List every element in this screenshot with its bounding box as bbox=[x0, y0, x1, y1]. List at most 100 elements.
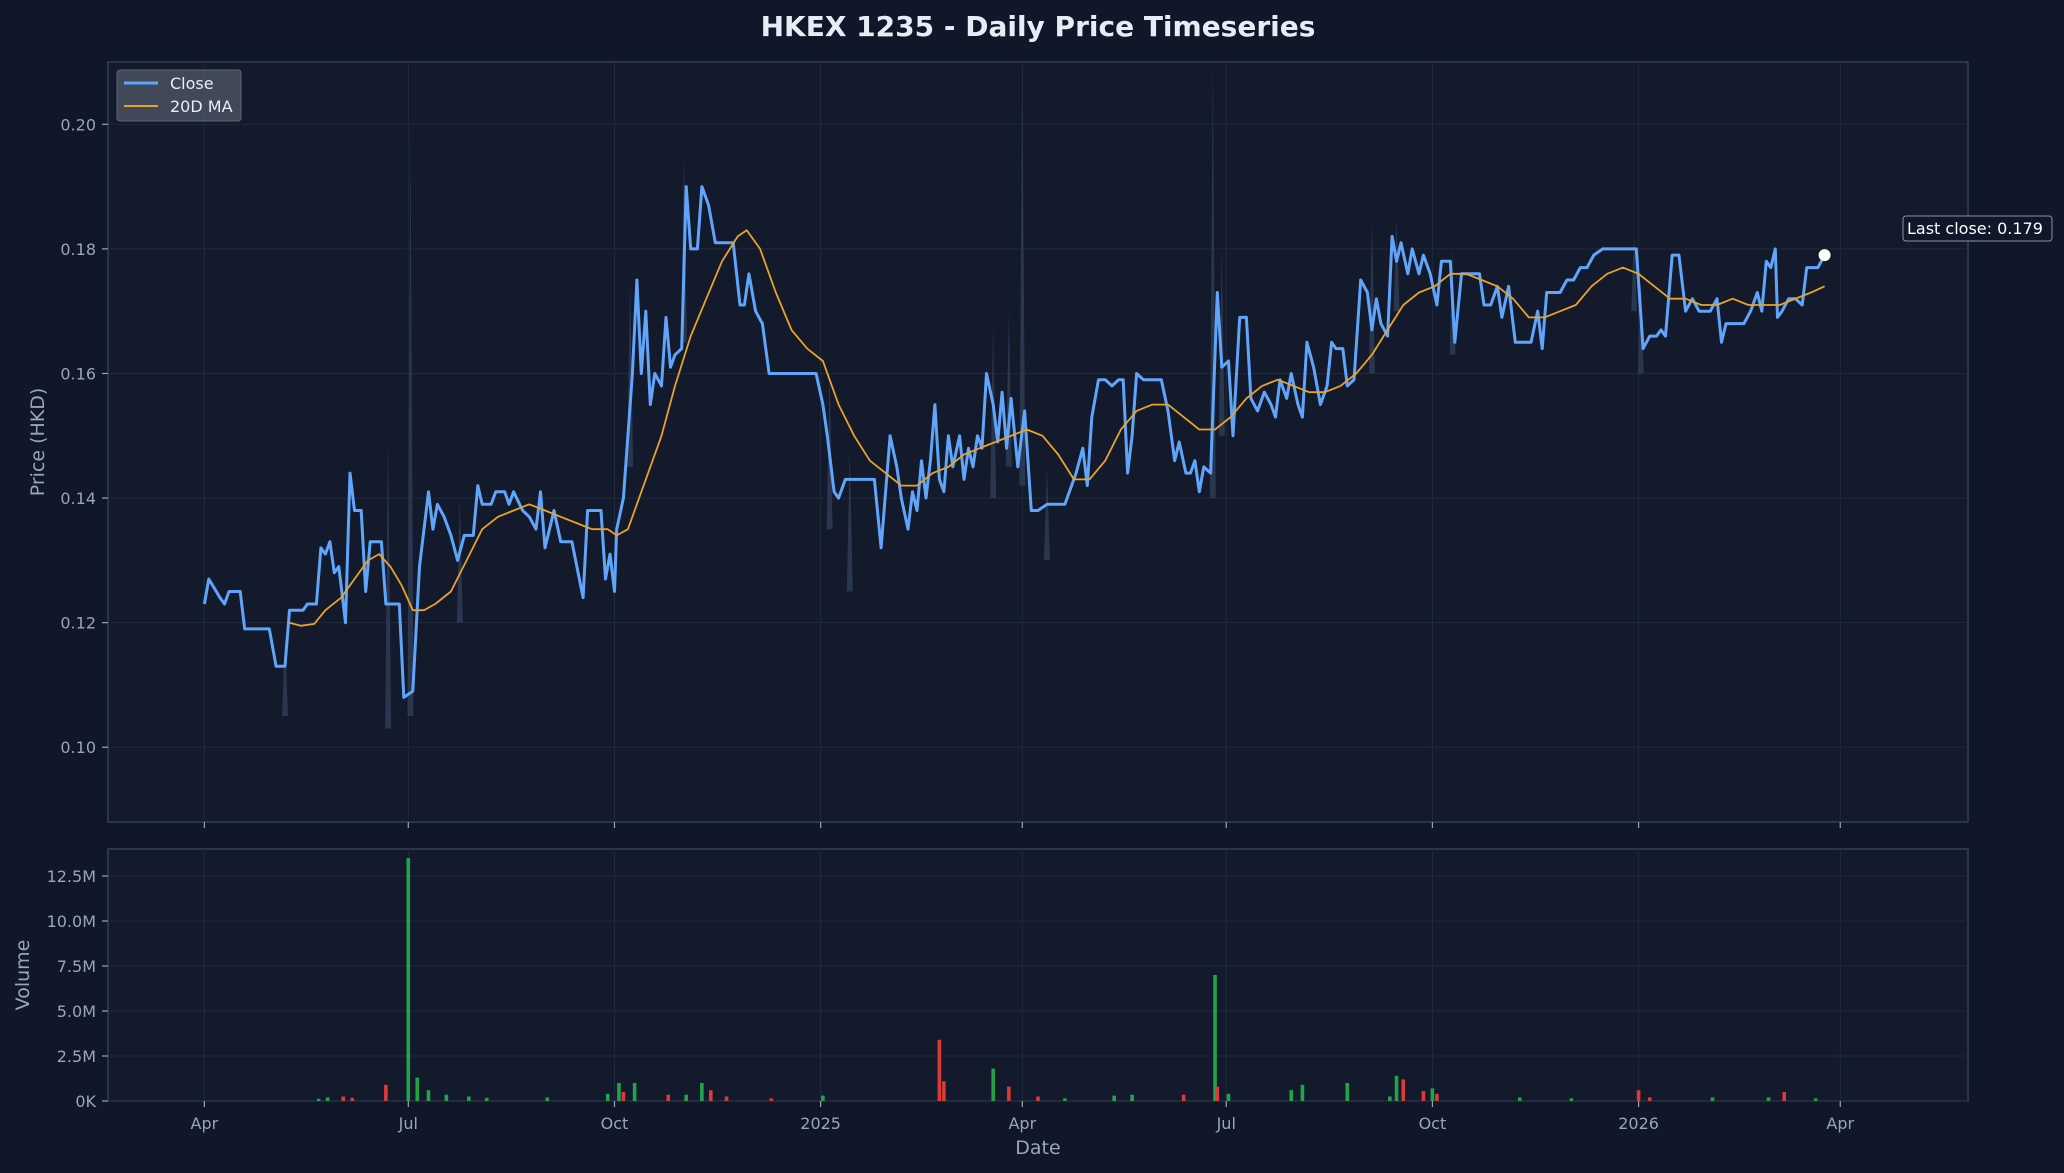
legend-label-ma: 20D MA bbox=[170, 97, 233, 116]
volume-bar bbox=[341, 1096, 346, 1101]
volume-bar bbox=[942, 1081, 946, 1101]
volume-bar bbox=[666, 1094, 671, 1101]
price-y-tick-label: 0.14 bbox=[60, 489, 96, 508]
x-tick-label: 2025 bbox=[800, 1114, 841, 1133]
volume-bar bbox=[1430, 1088, 1435, 1101]
volume-panel bbox=[107, 848, 1969, 1102]
x-tick-label: Apr bbox=[1826, 1114, 1854, 1133]
volume-bar bbox=[325, 1097, 330, 1101]
volume-bar bbox=[545, 1097, 550, 1101]
high-low-spike bbox=[385, 435, 392, 729]
volume-bar bbox=[1345, 1083, 1350, 1101]
high-low-spike bbox=[456, 498, 463, 623]
volume-bar bbox=[684, 1094, 688, 1101]
volume-bar bbox=[1647, 1097, 1652, 1101]
volume-bar bbox=[1518, 1097, 1522, 1101]
x-tick-label: Apr bbox=[1008, 1114, 1036, 1133]
volume-bar bbox=[1289, 1090, 1294, 1101]
price-y-tick-label: 0.16 bbox=[60, 364, 96, 383]
price-y-ticks: 0.10 0.12 0.14 0.16 0.18 0.20 bbox=[60, 115, 108, 757]
volume-bar bbox=[991, 1068, 995, 1101]
volume-bar bbox=[724, 1096, 729, 1101]
price-y-tick-label: 0.18 bbox=[60, 240, 96, 259]
volume-bar bbox=[1300, 1084, 1305, 1101]
volume-y-ticks: 0K 2.5M 5.0M 7.5M 10.0M 12.5M bbox=[47, 867, 108, 1111]
x-tick-label: 2026 bbox=[1618, 1114, 1659, 1133]
volume-bar bbox=[617, 1083, 621, 1101]
volume-bar bbox=[1782, 1092, 1787, 1101]
x-tick-label: Oct bbox=[1419, 1114, 1447, 1133]
price-y-tick-label: 0.10 bbox=[60, 738, 96, 757]
volume-y-tick-label: 12.5M bbox=[47, 867, 96, 886]
volume-y-tick-label: 0K bbox=[75, 1092, 96, 1111]
legend-label-close: Close bbox=[170, 74, 214, 93]
volume-bar bbox=[1213, 975, 1217, 1101]
volume-bar bbox=[1007, 1086, 1011, 1101]
volume-bar bbox=[1394, 1075, 1399, 1101]
volume-bar bbox=[415, 1077, 420, 1101]
volume-bar bbox=[700, 1083, 704, 1101]
volume-y-tick-label: 10.0M bbox=[47, 912, 96, 931]
last-close-label: Last close: 0.179 bbox=[1907, 219, 2043, 238]
volume-bar bbox=[605, 1093, 610, 1101]
volume-bar bbox=[1130, 1094, 1134, 1101]
x-tick-label: Jul bbox=[398, 1114, 418, 1133]
volume-bar bbox=[1226, 1093, 1231, 1101]
chart-title: HKEX 1235 - Daily Price Timeseries bbox=[761, 10, 1316, 43]
volume-bar bbox=[406, 858, 411, 1101]
x-axis-ticks: Apr Jul Oct 2025 Apr Jul Oct 2026 Apr bbox=[191, 822, 1855, 1133]
price-y-axis-label: Price (HKD) bbox=[27, 388, 49, 497]
volume-bar bbox=[1710, 1097, 1715, 1101]
volume-bar bbox=[1435, 1093, 1439, 1101]
legend: Close 20D MA bbox=[116, 69, 242, 122]
volume-y-tick-label: 2.5M bbox=[57, 1047, 96, 1066]
volume-bar bbox=[1421, 1091, 1426, 1101]
high-low-spike bbox=[1631, 236, 1638, 312]
high-low-spike bbox=[1368, 217, 1375, 374]
volume-grid bbox=[108, 849, 1968, 1102]
volume-bar bbox=[466, 1096, 471, 1101]
volume-bar bbox=[1636, 1090, 1641, 1101]
volume-bar bbox=[350, 1097, 355, 1101]
volume-bar bbox=[1813, 1098, 1818, 1101]
high-low-spike bbox=[1393, 217, 1400, 312]
ma-20d-line bbox=[289, 229, 1825, 627]
x-tick-label: Oct bbox=[601, 1114, 629, 1133]
last-close-label-box bbox=[1902, 215, 2053, 242]
price-panel bbox=[107, 61, 1969, 823]
volume-y-tick-label: 5.0M bbox=[57, 1002, 96, 1021]
x-tick-label: Jul bbox=[1216, 1114, 1236, 1133]
volume-bar bbox=[769, 1098, 774, 1101]
volume-bar bbox=[821, 1095, 825, 1101]
high-low-spike bbox=[1019, 62, 1026, 486]
volume-bars bbox=[316, 858, 1818, 1101]
volume-bar bbox=[1388, 1096, 1392, 1101]
volume-y-axis-label: Volume bbox=[12, 940, 34, 1011]
volume-bar bbox=[484, 1097, 489, 1101]
volume-bar bbox=[1401, 1079, 1406, 1101]
volume-bar bbox=[632, 1083, 637, 1101]
volume-bar bbox=[1766, 1097, 1771, 1101]
last-close-annotation: Last close: 0.179 bbox=[1818, 215, 2053, 262]
price-lines bbox=[202, 185, 1826, 699]
price-grid bbox=[108, 62, 1968, 822]
high-low-spike bbox=[282, 635, 289, 717]
volume-bar bbox=[1063, 1098, 1067, 1101]
last-close-marker bbox=[1818, 249, 1831, 262]
volume-bar bbox=[426, 1090, 431, 1101]
volume-bar bbox=[709, 1090, 713, 1101]
volume-bar bbox=[937, 1039, 942, 1101]
price-y-tick-label: 0.20 bbox=[60, 115, 96, 134]
volume-bar bbox=[1112, 1095, 1116, 1101]
volume-bar bbox=[316, 1098, 321, 1101]
volume-bar bbox=[621, 1092, 626, 1101]
volume-bar bbox=[384, 1084, 388, 1101]
volume-bar bbox=[1215, 1086, 1220, 1101]
x-axis-label: Date bbox=[1015, 1137, 1060, 1159]
volume-y-tick-label: 7.5M bbox=[57, 957, 96, 976]
x-tick-label: Apr bbox=[191, 1114, 219, 1133]
volume-bar bbox=[444, 1094, 449, 1101]
high-low-spike bbox=[407, 124, 414, 717]
